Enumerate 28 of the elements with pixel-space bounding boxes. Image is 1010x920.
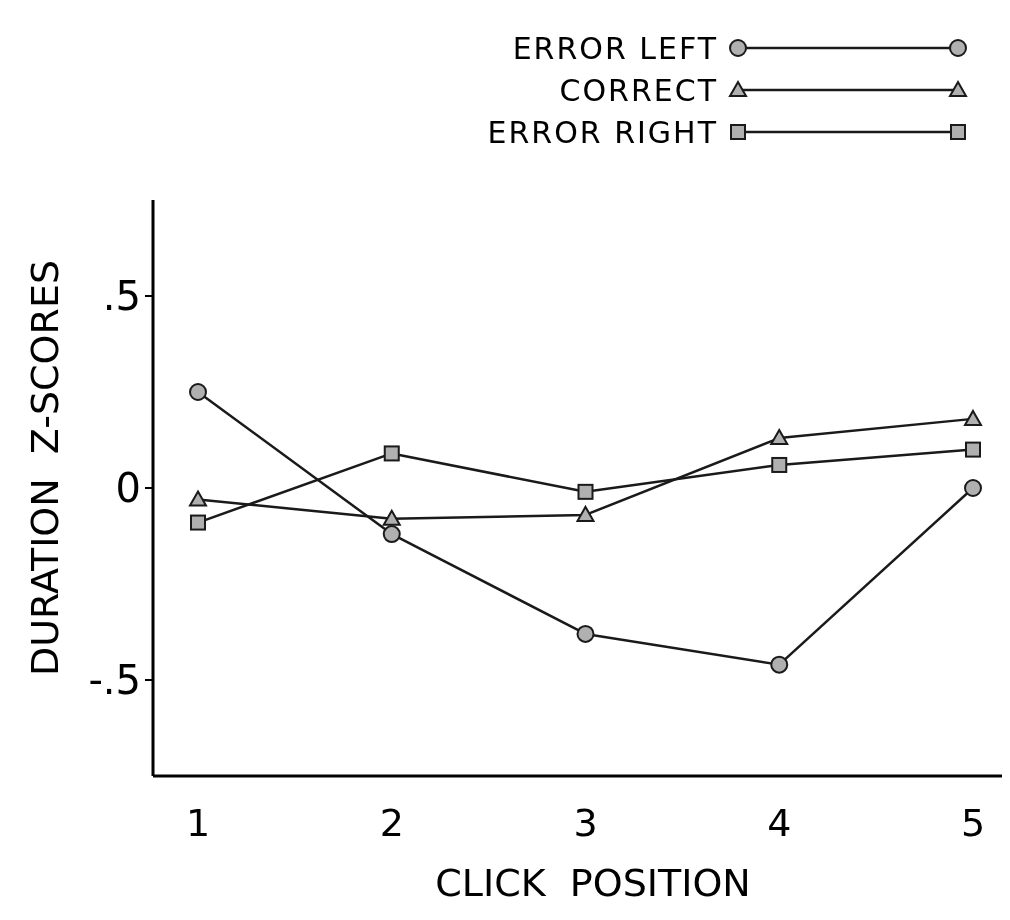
- point: [577, 483, 594, 500]
- x-tick-label: 1: [185, 801, 211, 845]
- point: [576, 624, 595, 643]
- point: [189, 490, 207, 507]
- point: [190, 514, 206, 531]
- point: [382, 525, 401, 544]
- x-tick-label: 2: [379, 801, 404, 845]
- point: [576, 505, 595, 522]
- point: [770, 429, 789, 446]
- point: [770, 655, 789, 674]
- x-axis-title: CLICK POSITION: [435, 861, 751, 905]
- x-tick-label: 5: [960, 801, 986, 845]
- legend-label: ERROR LEFT: [512, 30, 718, 66]
- point: [964, 479, 982, 497]
- y-tick-label: 0: [115, 465, 141, 511]
- legend-label: CORRECT: [559, 72, 718, 108]
- point: [382, 509, 401, 526]
- point: [964, 409, 982, 426]
- point: [771, 456, 788, 473]
- legend-label: ERROR RIGHT: [487, 114, 718, 150]
- x-tick-label: 4: [767, 801, 792, 845]
- point: [383, 445, 400, 462]
- y-axis-title: DURATION Z-SCORES: [23, 259, 67, 677]
- point: [189, 383, 207, 401]
- y-tick-label: .5: [102, 273, 141, 319]
- x-tick-label: 3: [573, 801, 598, 845]
- y-tick-label: -.5: [88, 657, 141, 703]
- point: [965, 441, 981, 458]
